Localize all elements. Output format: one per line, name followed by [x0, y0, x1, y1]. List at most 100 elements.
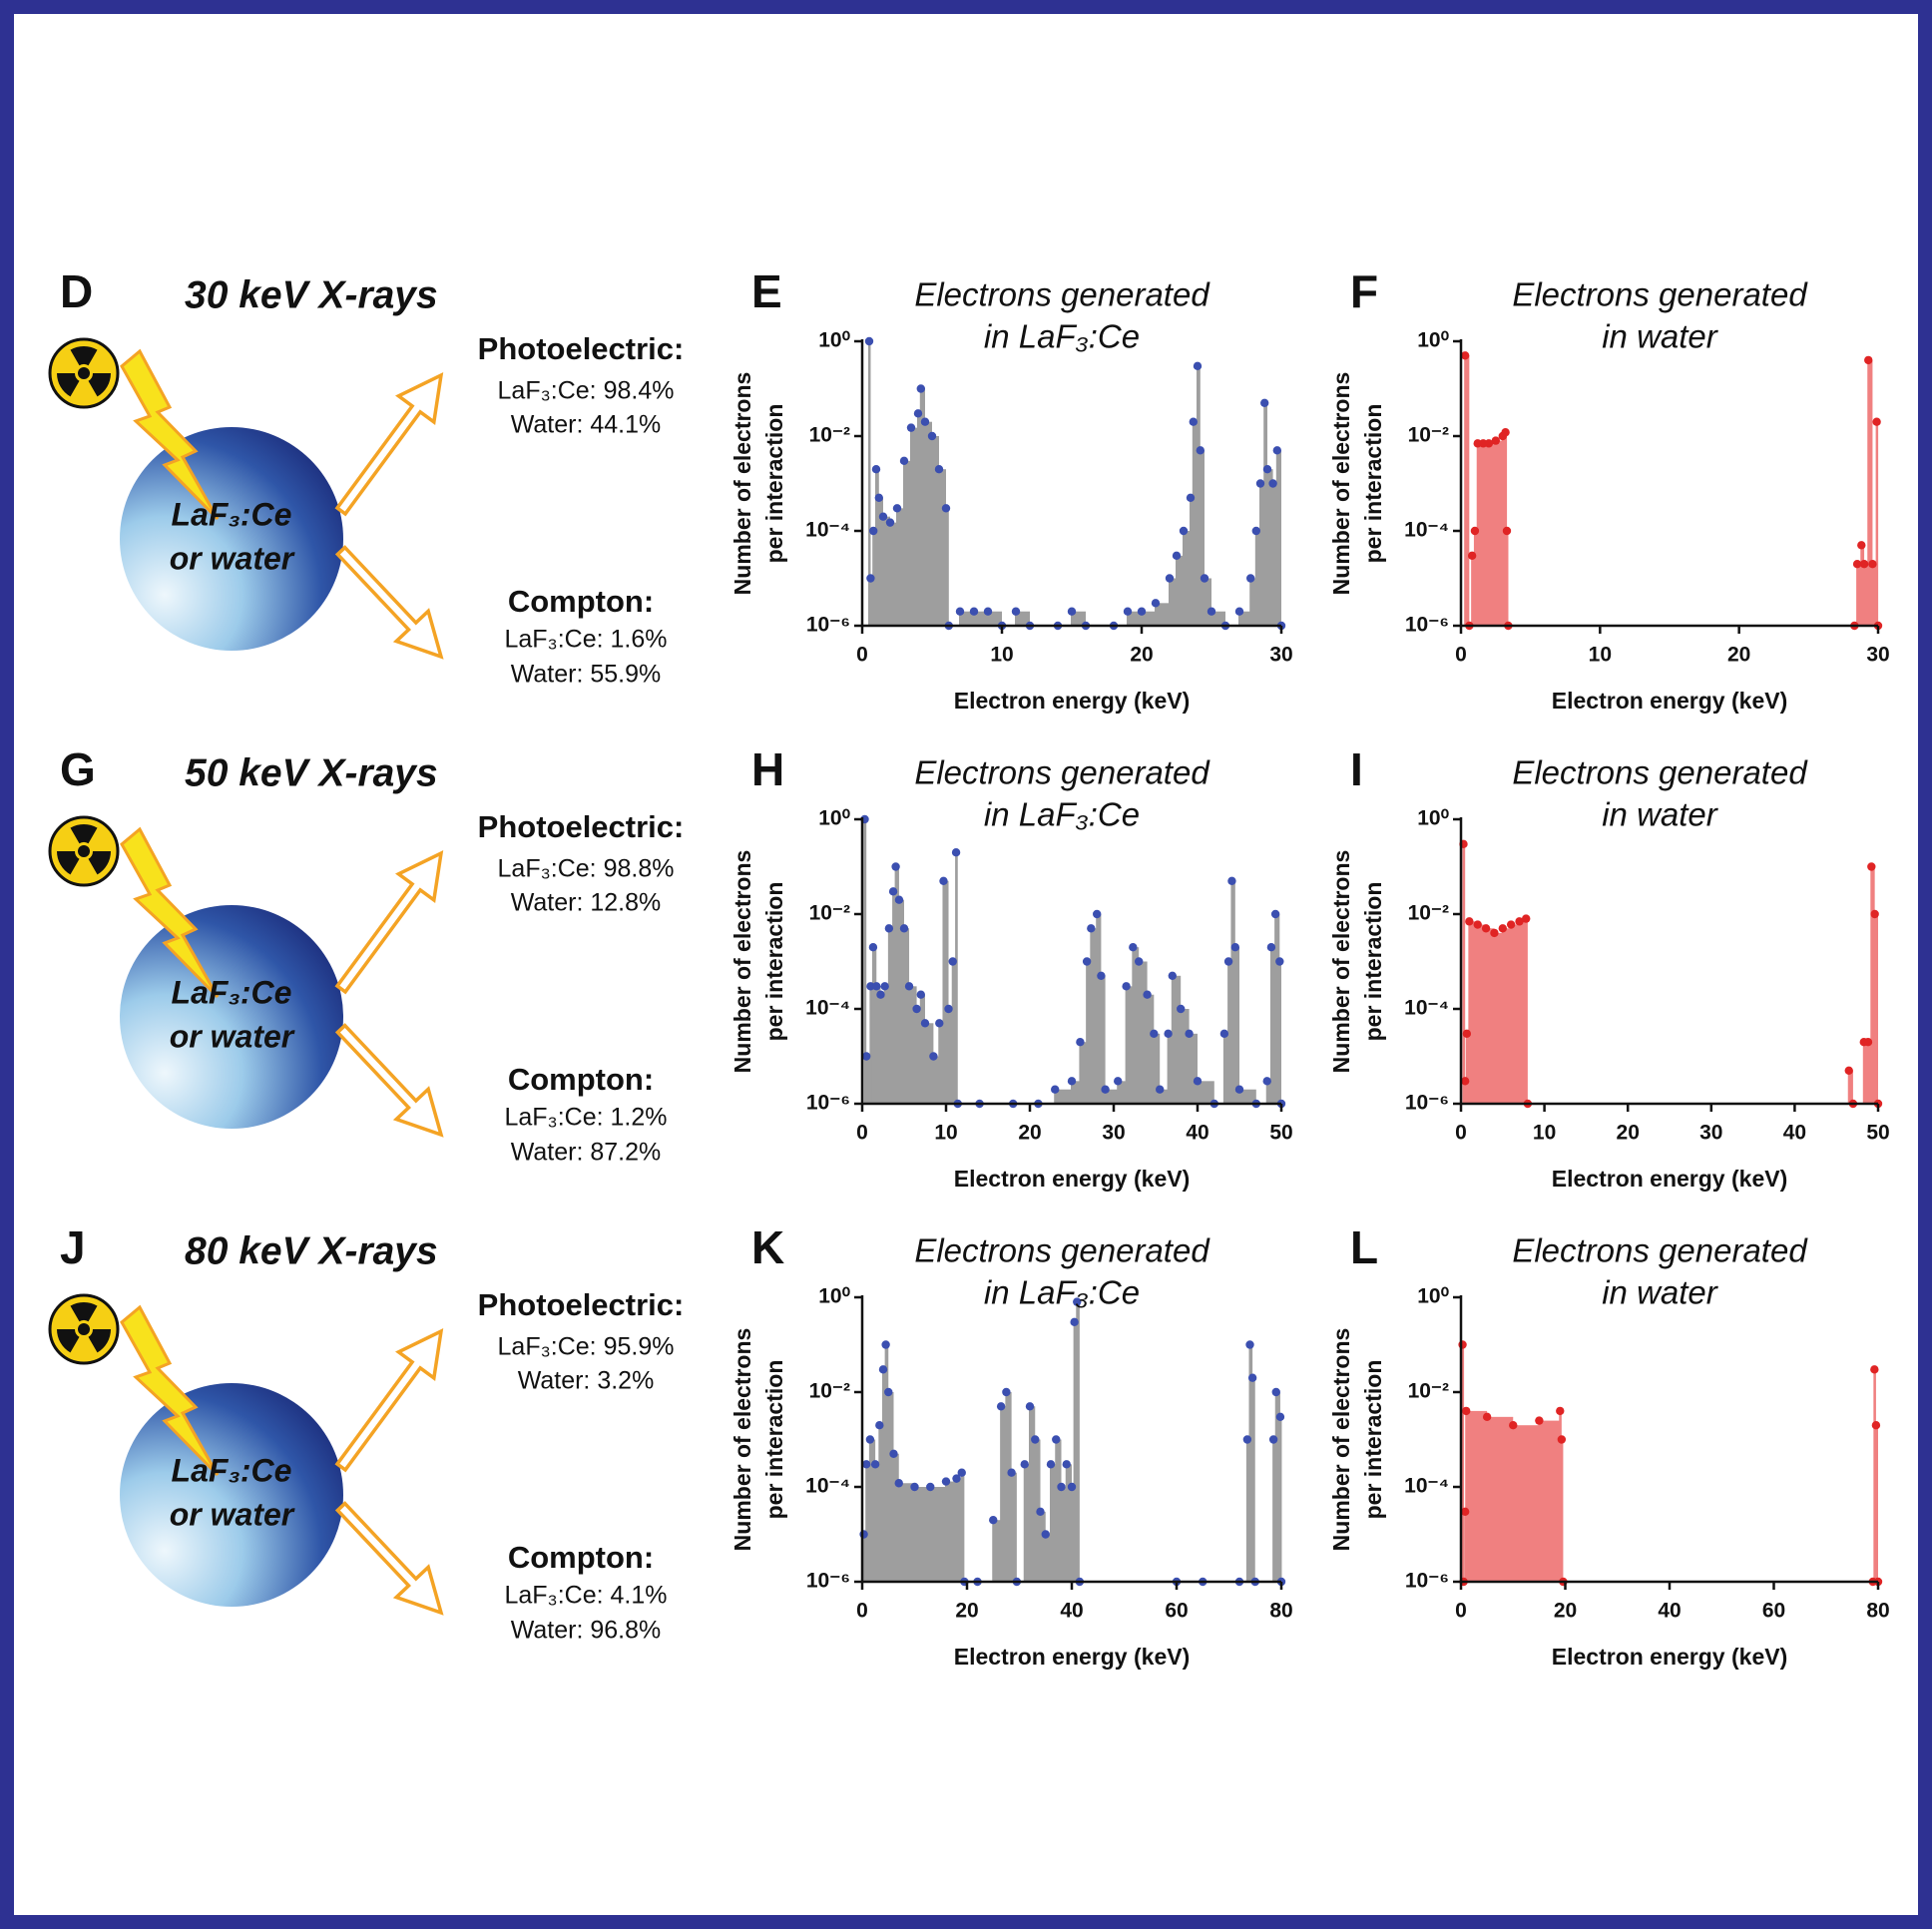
x-tick-label: 80: [1866, 1600, 1889, 1623]
compton-value: Water: 96.8%: [511, 1617, 662, 1645]
compton-heading: Compton:: [508, 584, 654, 619]
point: [1011, 607, 1021, 616]
y-tick-label: 10⁻⁶: [1405, 614, 1449, 637]
bar: [1857, 564, 1862, 626]
point: [1556, 1406, 1565, 1416]
point: [875, 1421, 884, 1430]
bar: [1006, 1392, 1012, 1582]
point: [1129, 943, 1138, 952]
point: [878, 512, 888, 521]
point: [1046, 1460, 1056, 1469]
point: [864, 336, 874, 346]
point: [1857, 541, 1866, 550]
x-axis-label: Electron energy (keV): [954, 1166, 1190, 1192]
point: [934, 465, 944, 474]
point: [891, 862, 900, 871]
panel-letter: G: [60, 743, 96, 795]
arrow: [334, 371, 444, 517]
point: [1189, 417, 1199, 426]
point: [880, 982, 889, 991]
point: [1470, 526, 1480, 536]
bar: [1133, 947, 1140, 1104]
x-tick-label: 0: [856, 1600, 868, 1623]
point: [913, 409, 923, 418]
x-tick-label: 30: [1866, 644, 1889, 667]
point: [885, 518, 895, 527]
x-tick-label: 20: [1130, 644, 1153, 667]
photoelectric-value: LaF₃:Ce: 98.8%: [498, 855, 675, 883]
bar: [1246, 1439, 1250, 1582]
y-tick-label: 10⁻⁶: [806, 1570, 850, 1593]
bar: [1272, 483, 1277, 626]
photoelectric-value: LaF₃:Ce: 98.4%: [498, 377, 675, 405]
point: [1164, 1029, 1173, 1039]
y-tick-label: 10⁻⁴: [805, 1475, 850, 1498]
radiation-blade: [88, 851, 111, 875]
sphere-label: or water: [170, 1018, 295, 1054]
bar: [1223, 1033, 1229, 1104]
bar: [1055, 1089, 1072, 1104]
bar: [933, 1056, 940, 1104]
point: [1460, 351, 1470, 360]
bar: [1875, 1425, 1878, 1582]
photoelectric-value: Water: 12.8%: [511, 889, 662, 917]
bar: [870, 578, 874, 626]
bar: [909, 986, 917, 1104]
bar: [1087, 961, 1092, 1104]
y-tick-label: 10⁰: [1417, 329, 1449, 352]
sphere-label: LaF₃:Ce: [172, 974, 292, 1010]
bar: [1273, 1439, 1276, 1582]
arrow: [334, 1501, 444, 1616]
x-ray-bolt: [120, 1304, 220, 1477]
bar: [1848, 1070, 1853, 1104]
bar: [880, 994, 885, 1104]
x-ray-bolt: [120, 826, 220, 999]
bar: [1001, 1406, 1007, 1582]
bar: [914, 1487, 931, 1582]
photoelectric-value: LaF₃:Ce: 95.9%: [498, 1333, 675, 1361]
point: [1067, 1482, 1077, 1492]
point: [1219, 1029, 1229, 1039]
bar: [1495, 440, 1503, 626]
sphere-label: or water: [170, 540, 295, 576]
bar: [1861, 545, 1865, 626]
x-tick-label: 20: [955, 1600, 978, 1623]
bar: [1147, 994, 1155, 1104]
y-tick-label: 10⁻⁴: [805, 519, 850, 542]
point: [874, 493, 883, 502]
point: [1156, 1085, 1165, 1094]
point: [884, 1387, 893, 1397]
bar: [1474, 531, 1478, 626]
bar: [1051, 1464, 1057, 1582]
point: [989, 1516, 998, 1525]
bar: [1101, 975, 1106, 1104]
point: [1501, 428, 1510, 437]
point: [1490, 928, 1499, 938]
chart-title: Electrons generated: [914, 1232, 1210, 1269]
point: [1036, 1507, 1045, 1517]
y-tick-label: 10⁻⁴: [805, 997, 850, 1020]
bar: [1168, 1033, 1173, 1104]
panel-letter: L: [1350, 1221, 1378, 1273]
bar: [911, 427, 918, 626]
bar: [946, 1481, 957, 1582]
x-tick-label: 10: [990, 644, 1013, 667]
point: [1535, 1416, 1544, 1425]
bar: [1483, 443, 1489, 626]
bar: [1260, 483, 1265, 626]
sphere: [120, 1383, 343, 1607]
sphere-label: or water: [170, 1496, 295, 1532]
x-axis-label: Electron energy (keV): [954, 688, 1190, 714]
bar: [1239, 611, 1251, 626]
y-axis-label: per interaction: [1360, 404, 1386, 564]
point: [1460, 1077, 1470, 1086]
photoelectric-value: Water: 3.2%: [518, 1367, 655, 1395]
point: [1458, 1340, 1467, 1349]
point: [889, 1449, 898, 1458]
bar: [1250, 578, 1256, 626]
bar: [1061, 1487, 1067, 1582]
point: [1070, 1317, 1079, 1327]
point: [916, 990, 925, 999]
point: [1465, 917, 1474, 926]
